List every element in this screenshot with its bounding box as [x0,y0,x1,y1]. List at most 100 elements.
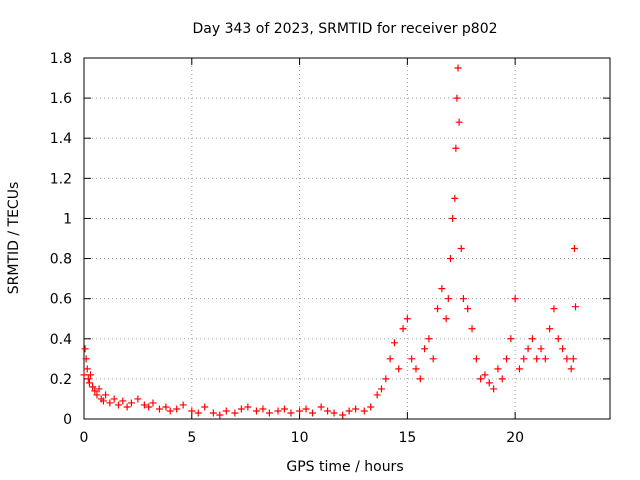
data-point [99,397,107,405]
data-point [412,365,420,373]
data-point [550,305,558,313]
data-point [166,407,174,415]
data-point [222,407,230,415]
data-point [123,403,131,411]
x-tick-label: 5 [187,430,196,446]
data-point [515,365,523,373]
data-point [237,405,245,413]
data-point [546,325,554,333]
data-point [80,371,88,379]
data-point [399,325,407,333]
data-point [91,387,99,395]
data-point [201,403,209,411]
data-point [468,325,476,333]
data-point [438,285,446,293]
data-point [110,395,118,403]
y-tick-label: 0.8 [50,252,72,268]
data-point [231,409,239,417]
data-point [119,397,127,405]
tick-layer: 0 0.2 0.4 0.6 0.8 1 1.2 1.4 1.6 1.8 0 5 10 15 20 [50,51,610,446]
data-point [259,405,267,413]
data-point [453,94,461,102]
data-point [498,375,506,383]
grid-layer [84,58,610,419]
data-point [173,405,181,413]
data-point [507,335,515,343]
data-point [89,383,97,391]
data-point [459,295,467,303]
data-point [481,371,489,379]
data-point [84,375,92,383]
data-point [570,245,578,253]
data-point [339,411,347,419]
data-point [567,365,575,373]
data-point [390,339,398,347]
data-point [524,345,532,353]
data-point [382,375,390,383]
data-point [490,385,498,393]
data-point [449,214,457,222]
data-point [442,315,450,323]
data-point [434,305,442,313]
data-point [127,399,135,407]
data-point [429,355,437,363]
data-point [395,365,403,373]
data-point [528,335,536,343]
data-point [179,401,187,409]
data-point [452,144,460,152]
data-point [403,315,411,323]
data-points [80,64,580,419]
data-point [533,355,541,363]
data-point [194,409,202,417]
data-point [503,355,511,363]
data-point [511,295,519,303]
data-point [265,409,273,417]
data-point [352,405,360,413]
data-point [82,355,90,363]
data-point [216,411,224,419]
data-point [494,365,502,373]
data-point [114,401,122,409]
data-point [155,405,163,413]
data-point [520,355,528,363]
y-tick-label: 1.8 [50,51,72,67]
data-point [485,379,493,387]
x-tick-label: 0 [80,430,89,446]
data-point [472,355,480,363]
y-tick-label: 0.2 [50,372,72,388]
data-point [324,407,332,415]
data-point [367,403,375,411]
data-point [244,403,252,411]
data-point [425,335,433,343]
data-point [86,371,94,379]
data-point [287,409,295,417]
data-point [464,305,472,313]
data-point [85,379,93,387]
data-point [537,345,545,353]
data-point [83,365,91,373]
plot-frame [83,57,611,420]
data-point [296,407,304,415]
data-point [317,403,325,411]
data-point [455,118,463,126]
y-tick-label: 0.4 [50,332,72,348]
data-point [81,345,89,353]
data-point [541,355,549,363]
data-point [444,295,452,303]
x-tick-label: 10 [291,430,309,446]
data-point [149,399,157,407]
x-tick-label: 20 [506,430,524,446]
data-point [408,355,416,363]
y-tick-label: 1 [63,211,72,227]
data-point [569,355,577,363]
data-point [421,345,429,353]
x-tick-label: 15 [398,430,416,446]
data-point [457,245,465,253]
data-point [451,194,459,202]
data-point [386,355,394,363]
y-tick-label: 0.6 [50,292,72,308]
data-point [280,405,288,413]
data-point [446,255,454,263]
data-point [252,407,260,415]
